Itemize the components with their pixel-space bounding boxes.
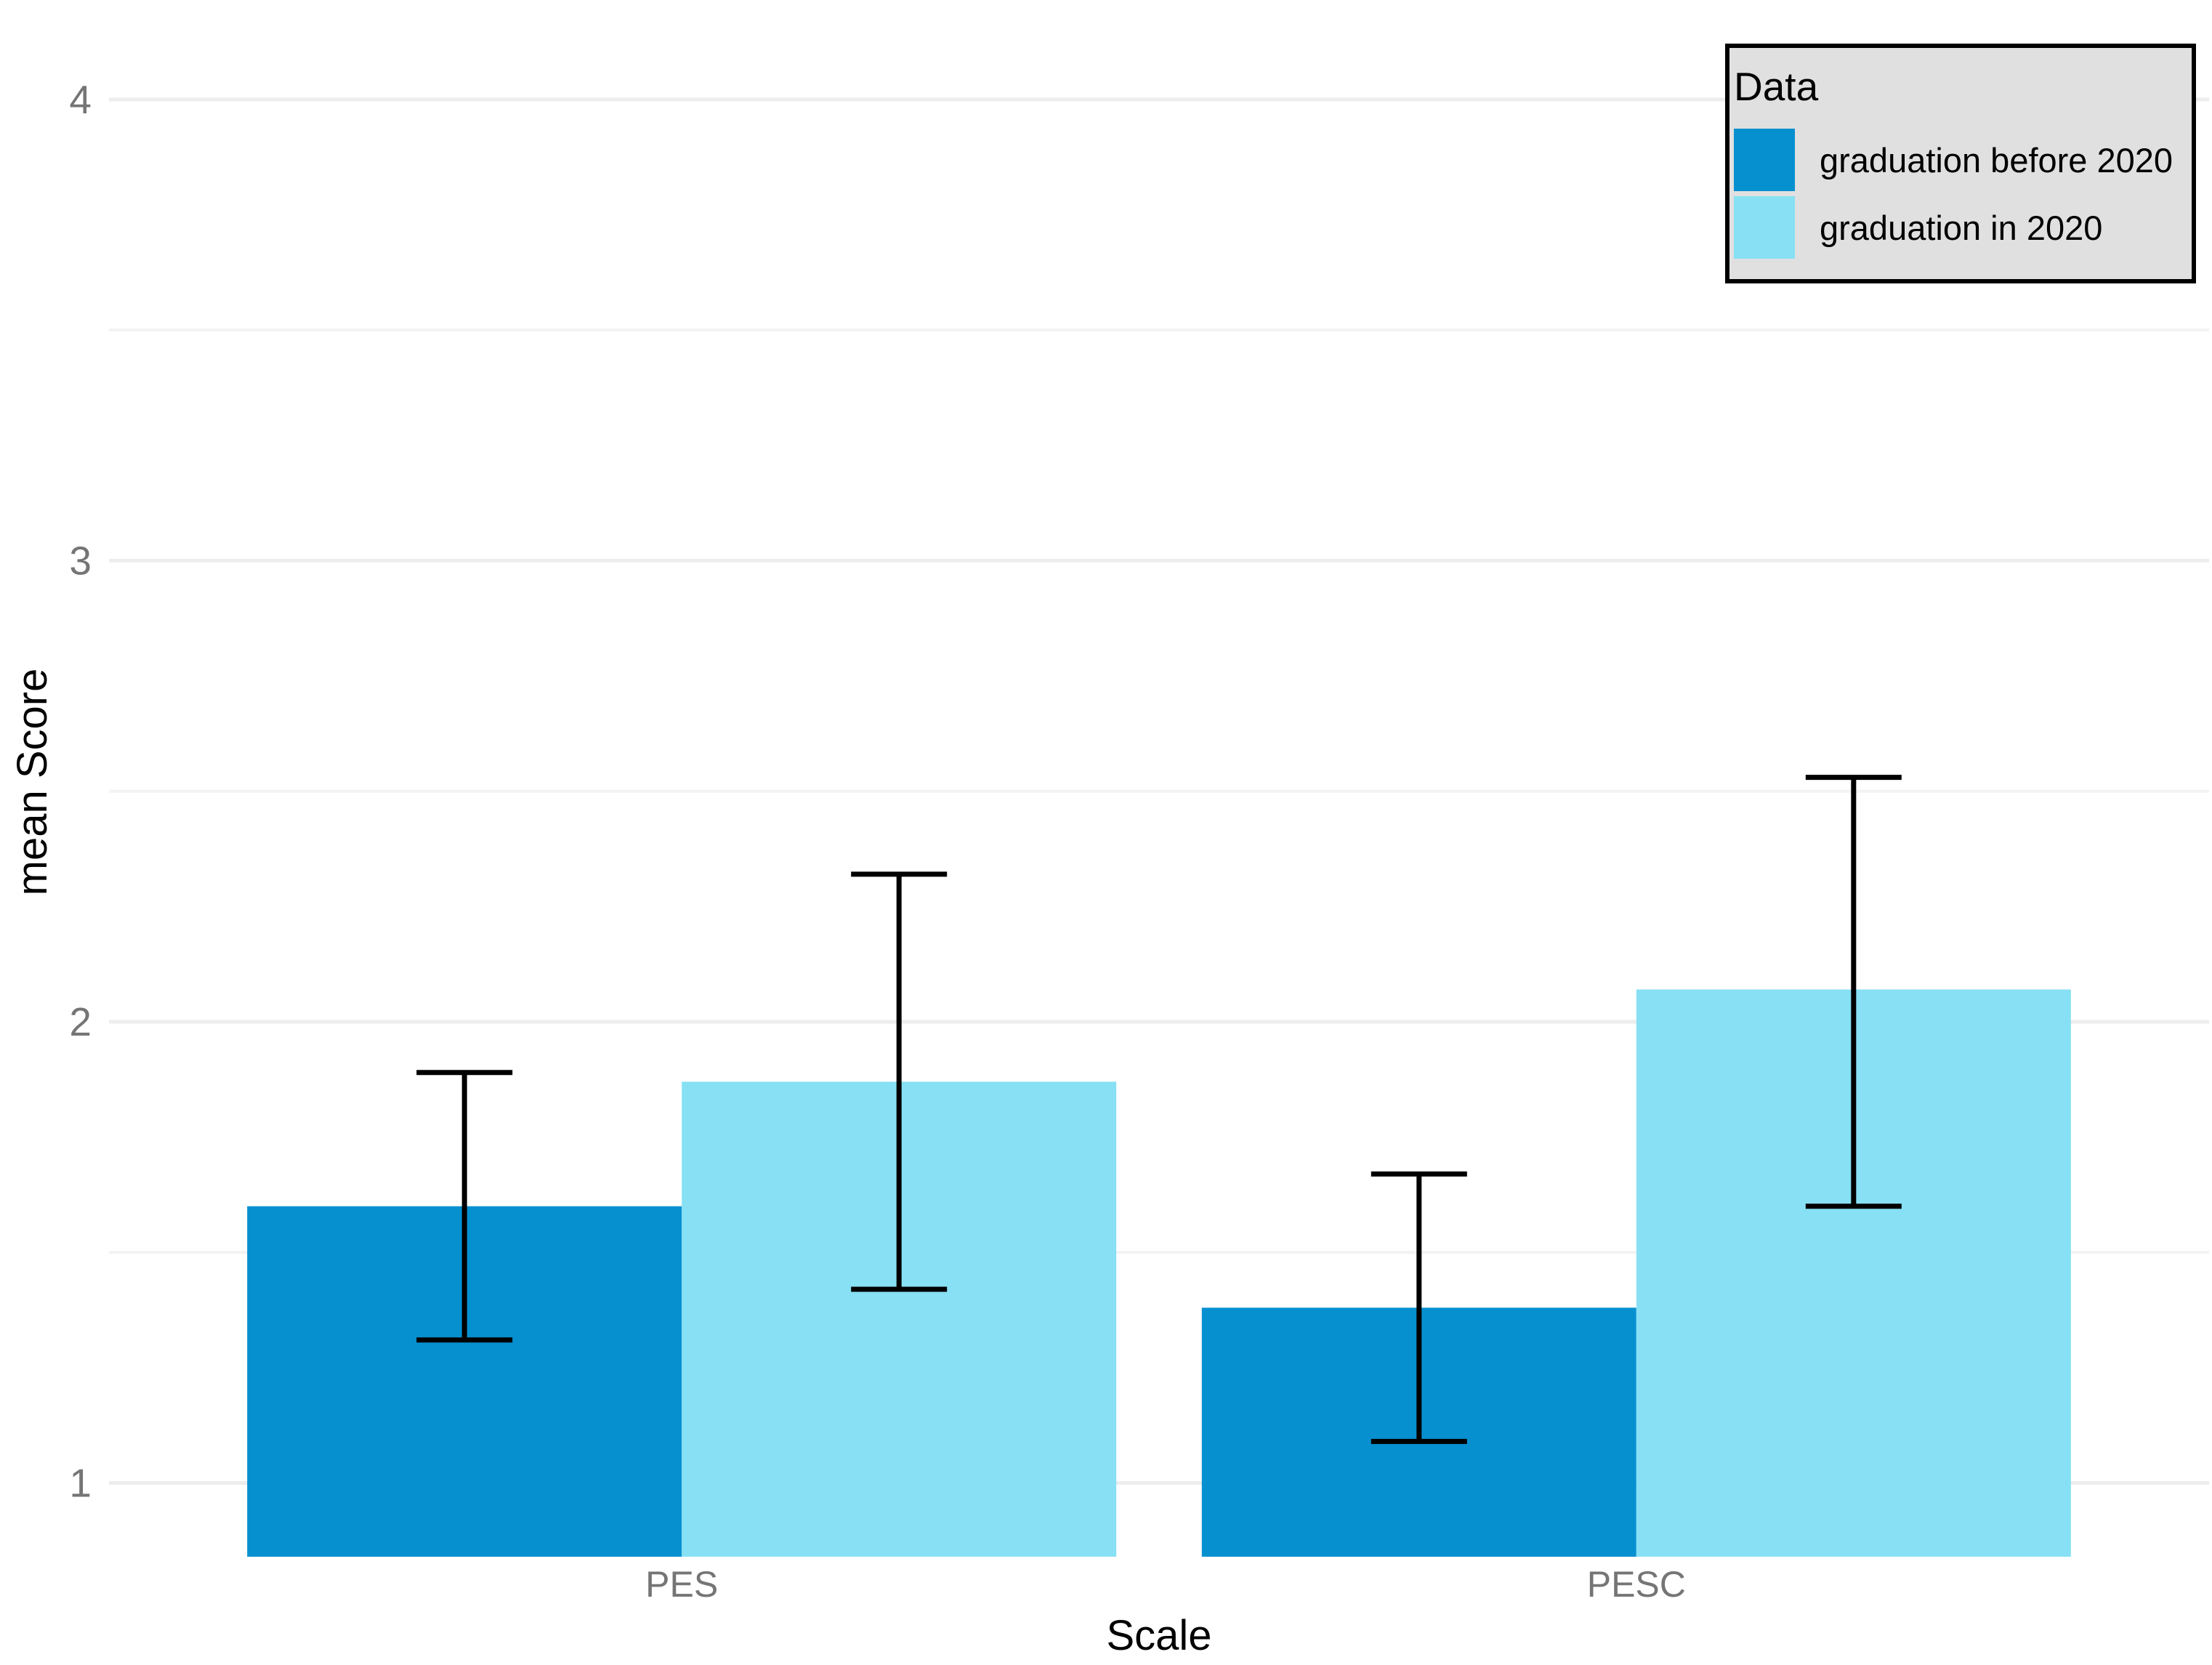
x-tick-labels: PES PESC [645,1564,1686,1605]
errorbar-PES-graduation-in-2020 [851,871,948,1292]
legend-title: Data [1734,64,1819,109]
errorbar-PES-graduation-before-2020 [416,1070,513,1343]
x-axis-title: Scale [1106,1612,1211,1659]
legend-label-1: graduation in 2020 [1820,208,2103,247]
x-tick-label-PES: PES [645,1564,718,1605]
legend-entries: graduation before 2020 graduation in 2020 [1734,129,2192,259]
errorbar-PESC-graduation-in-2020 [1805,775,1902,1209]
error-bars [416,775,1902,1444]
legend-swatch-0 [1734,129,1795,191]
legend: Data graduation before 2020 graduation in… [1725,44,2196,283]
y-tick-labels: 1 2 3 4 [69,77,92,1506]
x-tick-label-PESC: PESC [1587,1564,1686,1605]
bars [247,989,2071,1557]
legend-label-0: graduation before 2020 [1820,140,2173,180]
y-tick-label-2: 2 [69,999,92,1044]
legend-entry-1: graduation in 2020 [1734,196,2192,259]
legend-entry-0: graduation before 2020 [1734,129,2192,191]
legend-swatch-1 [1734,196,1795,259]
y-tick-label-3: 3 [69,538,92,583]
y-axis-title: mean Score [9,669,56,896]
errorbar-PESC-graduation-before-2020 [1371,1171,1467,1444]
y-tick-label-4: 4 [69,77,92,122]
y-tick-label-1: 1 [69,1460,92,1505]
